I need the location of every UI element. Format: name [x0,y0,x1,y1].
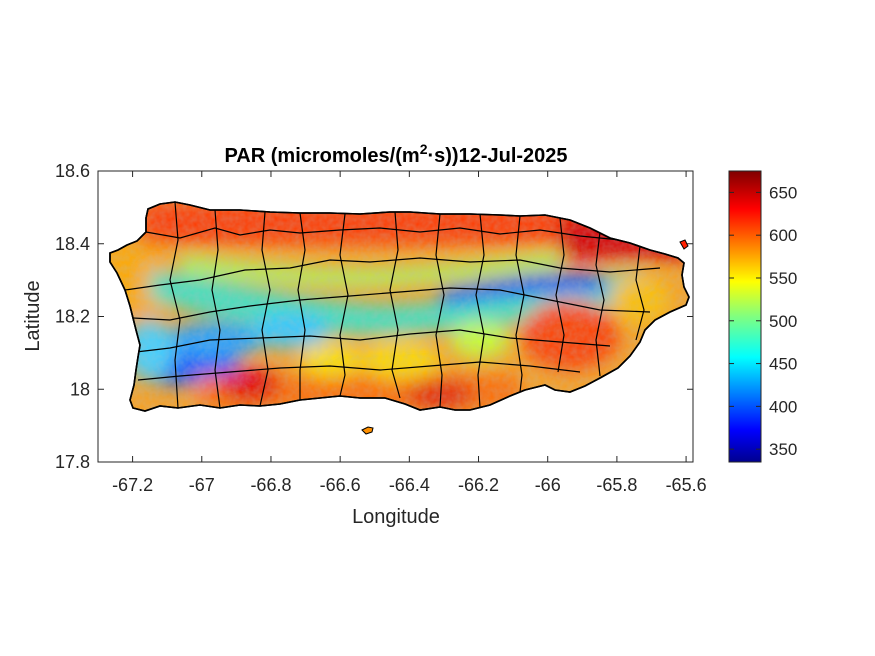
x-tick-label: -65.6 [666,475,707,495]
y-tick-label: 18.2 [55,307,90,327]
y-axis-label: Latitude [22,280,44,351]
y-tick-label: 17.8 [55,452,90,472]
y-tick-label: 18 [70,379,90,399]
x-tick-label: -67 [189,475,215,495]
colorbar-tick-label: 350 [769,440,797,459]
colorbar-tick-label: 600 [769,226,797,245]
x-tick-label: -66.4 [389,475,430,495]
chart-title-main: PAR (micromoles/(m [224,145,419,167]
chart-title: PAR (micromoles/(m2·s))12-Jul-2025 [224,141,567,167]
colorbar-tick-label: 450 [769,355,797,374]
colorbar-ticks: 350 400 450 500 550 600 650 [729,183,797,459]
colorbar-tick-label: 650 [769,183,797,202]
x-axis-label: Longitude [352,506,440,528]
x-tick-label: -66.8 [250,475,291,495]
small-island-caja-de-muertos [361,426,374,435]
chart-title-after: ·s))12-Jul-2025 [427,145,567,167]
chart-title-superscript: 2 [420,141,428,157]
colorbar-tick-label: 400 [769,397,797,416]
x-tick-label: -66 [535,475,561,495]
x-tick-label: -66.2 [458,475,499,495]
small-island-east [679,239,689,250]
x-axis-ticks: -67.2 -67 -66.8 -66.6 -66.4 -66.2 -66 -65.8 -65.… [112,171,707,495]
colorbar-tick-label: 500 [769,312,797,331]
colorbar [728,170,762,463]
x-tick-label: -66.6 [320,475,361,495]
colorbar-tick-label: 550 [769,269,797,288]
coastline-outline [109,201,690,412]
x-tick-label: -67.2 [112,475,153,495]
x-tick-label: -65.8 [596,475,637,495]
y-axis-ticks: 17.8 18 18.2 18.4 18.6 [55,161,693,472]
y-tick-label: 18.6 [55,161,90,181]
y-tick-label: 18.4 [55,234,90,254]
municipal-boundaries [124,202,661,409]
